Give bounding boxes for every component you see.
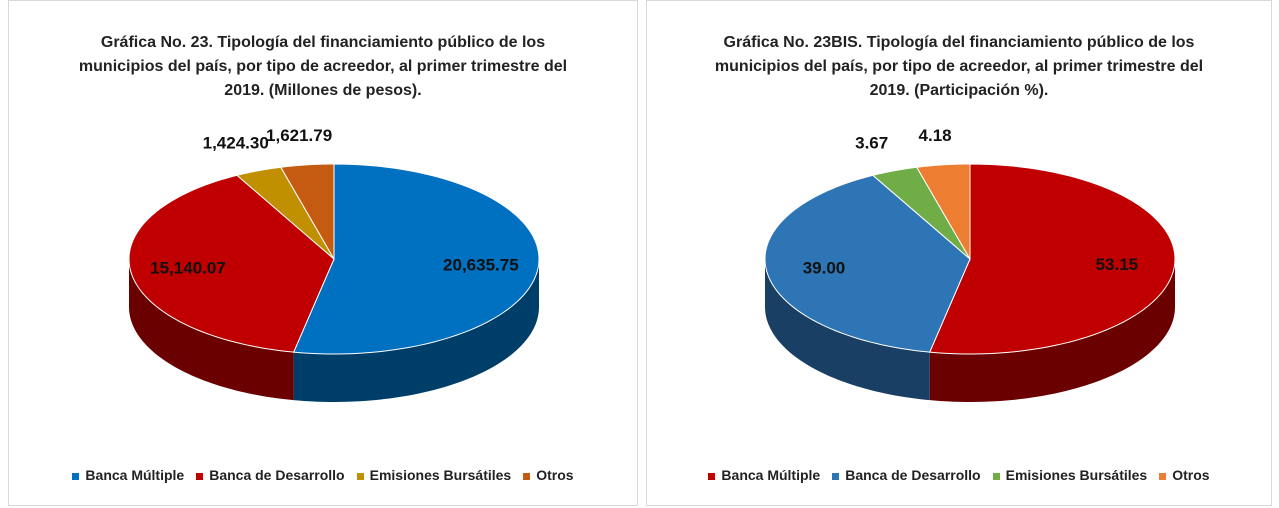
pie-chart: 53.15 39.00 3.67 4.18: [764, 126, 1176, 402]
slice: [235, 166, 335, 260]
legend-label: Banca Múltiple: [85, 467, 185, 483]
legend-swatch: [832, 472, 840, 480]
legend-swatch: [1159, 472, 1167, 480]
slice: [764, 174, 971, 353]
slice: [915, 163, 971, 261]
slice: [928, 163, 1176, 355]
slice-side: [765, 259, 930, 401]
data-label: 1,621.79: [266, 126, 332, 145]
legend-swatch: [196, 472, 204, 480]
slice: [871, 166, 971, 260]
legend-label: Banca de Desarrollo: [209, 467, 345, 483]
chart-panel: 20,635.75 15,140.07 1,424.30 1,621.79 Gráfic…: [8, 0, 638, 506]
legend-swatch: [708, 472, 716, 480]
legend-item: Otros: [523, 467, 574, 483]
legend-item: Banca Múltiple: [72, 467, 184, 483]
chart-title: Gráfica No. 23. Tipología del financiami…: [78, 34, 568, 99]
legend-item: Banca Múltiple: [708, 467, 820, 483]
pie-chart: 20,635.75 15,140.07 1,424.301,621.79: [128, 126, 540, 402]
data-label: 39.00: [803, 259, 846, 278]
legend-label: Otros: [1172, 467, 1210, 483]
legend-label: Emisiones Bursátiles: [369, 467, 512, 483]
legend: Banca Múltiple Banca de Desarrollo Emision…: [9, 467, 637, 483]
legend-swatch: [523, 472, 531, 480]
slice: [279, 163, 335, 261]
legend: Banca Múltiple Banca de Desarrollo Emision…: [647, 467, 1271, 483]
chart-panel: 53.15 39.00 3.67 4.18 Gráfica No. 23BIS. Tip…: [646, 0, 1272, 506]
legend-label: Emisiones Bursátiles: [1005, 467, 1148, 483]
legend-item: Banca de Desarrollo: [196, 467, 345, 483]
slice-side: [293, 259, 539, 402]
legend-swatch: [356, 472, 364, 480]
legend-swatch: [992, 472, 1000, 480]
legend-item: Emisiones Bursátiles: [356, 467, 512, 483]
chart-title: Gráfica No. 23BIS. Tipología del financi…: [714, 34, 1204, 99]
data-label: 4.18: [919, 126, 952, 145]
data-label: 3.67: [855, 134, 888, 153]
data-label: 20,635.75: [443, 255, 519, 274]
legend-label: Banca de Desarrollo: [845, 467, 981, 483]
legend-item: Emisiones Bursátiles: [992, 467, 1148, 483]
slice: [128, 174, 335, 353]
slice-side: [129, 259, 294, 401]
legend-item: Otros: [1159, 467, 1210, 483]
slice: [292, 163, 540, 355]
legend-swatch: [72, 472, 80, 480]
data-label: 15,140.07: [150, 259, 226, 278]
legend-label: Otros: [536, 467, 574, 483]
slice-side: [929, 259, 1175, 402]
legend-item: Banca de Desarrollo: [832, 467, 981, 483]
data-label: 1,424.30: [203, 134, 269, 153]
data-label: 53.15: [1096, 255, 1139, 274]
legend-label: Banca Múltiple: [721, 467, 821, 483]
